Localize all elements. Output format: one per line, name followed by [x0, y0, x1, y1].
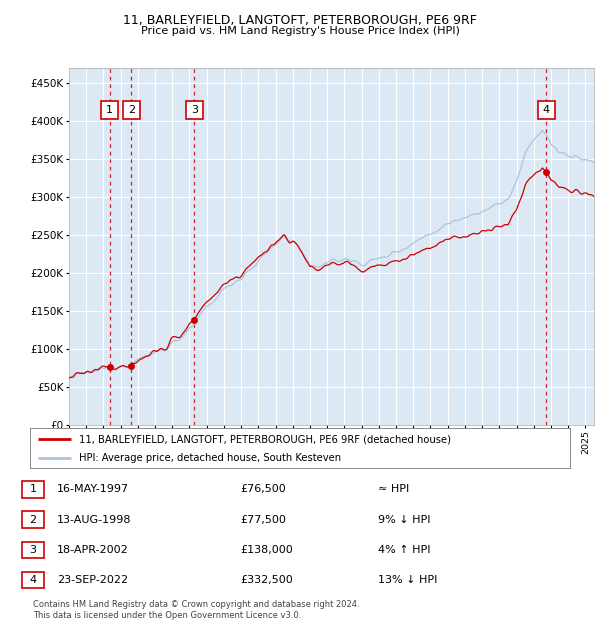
Text: 4% ↑ HPI: 4% ↑ HPI: [378, 545, 431, 555]
Text: £76,500: £76,500: [240, 484, 286, 494]
Text: 4: 4: [29, 575, 37, 585]
Text: £138,000: £138,000: [240, 545, 293, 555]
Text: 13% ↓ HPI: 13% ↓ HPI: [378, 575, 437, 585]
Text: ≈ HPI: ≈ HPI: [378, 484, 409, 494]
Text: 1: 1: [29, 484, 37, 494]
Text: 2: 2: [128, 105, 135, 115]
Text: £77,500: £77,500: [240, 515, 286, 525]
Text: 18-APR-2002: 18-APR-2002: [57, 545, 129, 555]
Text: 2: 2: [29, 515, 37, 525]
Text: 16-MAY-1997: 16-MAY-1997: [57, 484, 129, 494]
Text: £332,500: £332,500: [240, 575, 293, 585]
Text: 11, BARLEYFIELD, LANGTOFT, PETERBOROUGH, PE6 9RF: 11, BARLEYFIELD, LANGTOFT, PETERBOROUGH,…: [123, 14, 477, 27]
Text: Contains HM Land Registry data © Crown copyright and database right 2024.
This d: Contains HM Land Registry data © Crown c…: [33, 600, 359, 619]
Text: Price paid vs. HM Land Registry's House Price Index (HPI): Price paid vs. HM Land Registry's House …: [140, 26, 460, 36]
Text: 4: 4: [543, 105, 550, 115]
Text: 3: 3: [29, 545, 37, 555]
Text: 1: 1: [106, 105, 113, 115]
Text: 9% ↓ HPI: 9% ↓ HPI: [378, 515, 431, 525]
Text: HPI: Average price, detached house, South Kesteven: HPI: Average price, detached house, Sout…: [79, 453, 341, 463]
Text: 13-AUG-1998: 13-AUG-1998: [57, 515, 131, 525]
Text: 23-SEP-2022: 23-SEP-2022: [57, 575, 128, 585]
Text: 3: 3: [191, 105, 198, 115]
Text: 11, BARLEYFIELD, LANGTOFT, PETERBOROUGH, PE6 9RF (detached house): 11, BARLEYFIELD, LANGTOFT, PETERBOROUGH,…: [79, 434, 451, 444]
